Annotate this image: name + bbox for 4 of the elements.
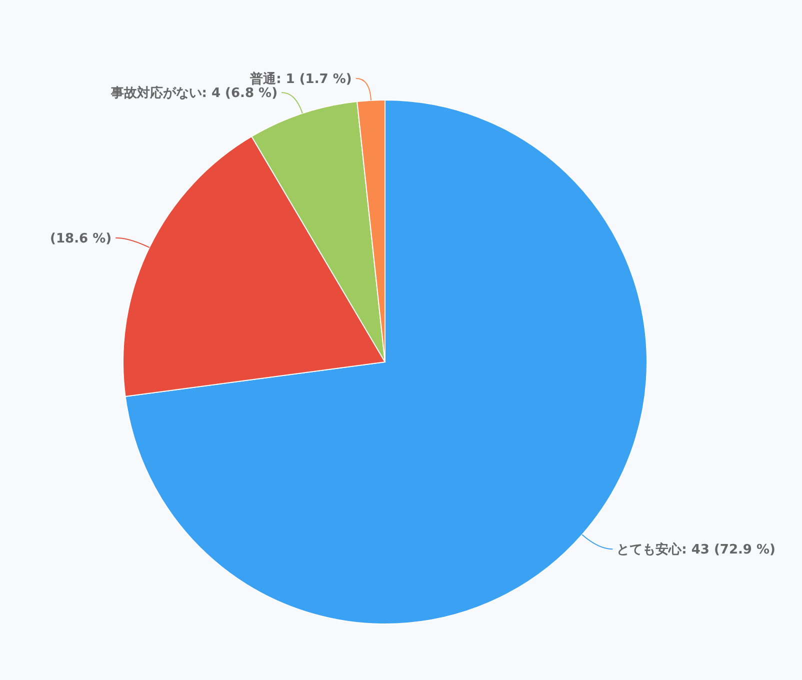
slice-label: とても安心: 43 (72.9 %) (616, 542, 776, 558)
slice-label: 普通: 1 (1.7 %) (249, 70, 352, 87)
data-label: (18.6 %) (50, 231, 112, 246)
slice-label: 事故対応がない: 4 (6.8 %) (110, 84, 278, 101)
